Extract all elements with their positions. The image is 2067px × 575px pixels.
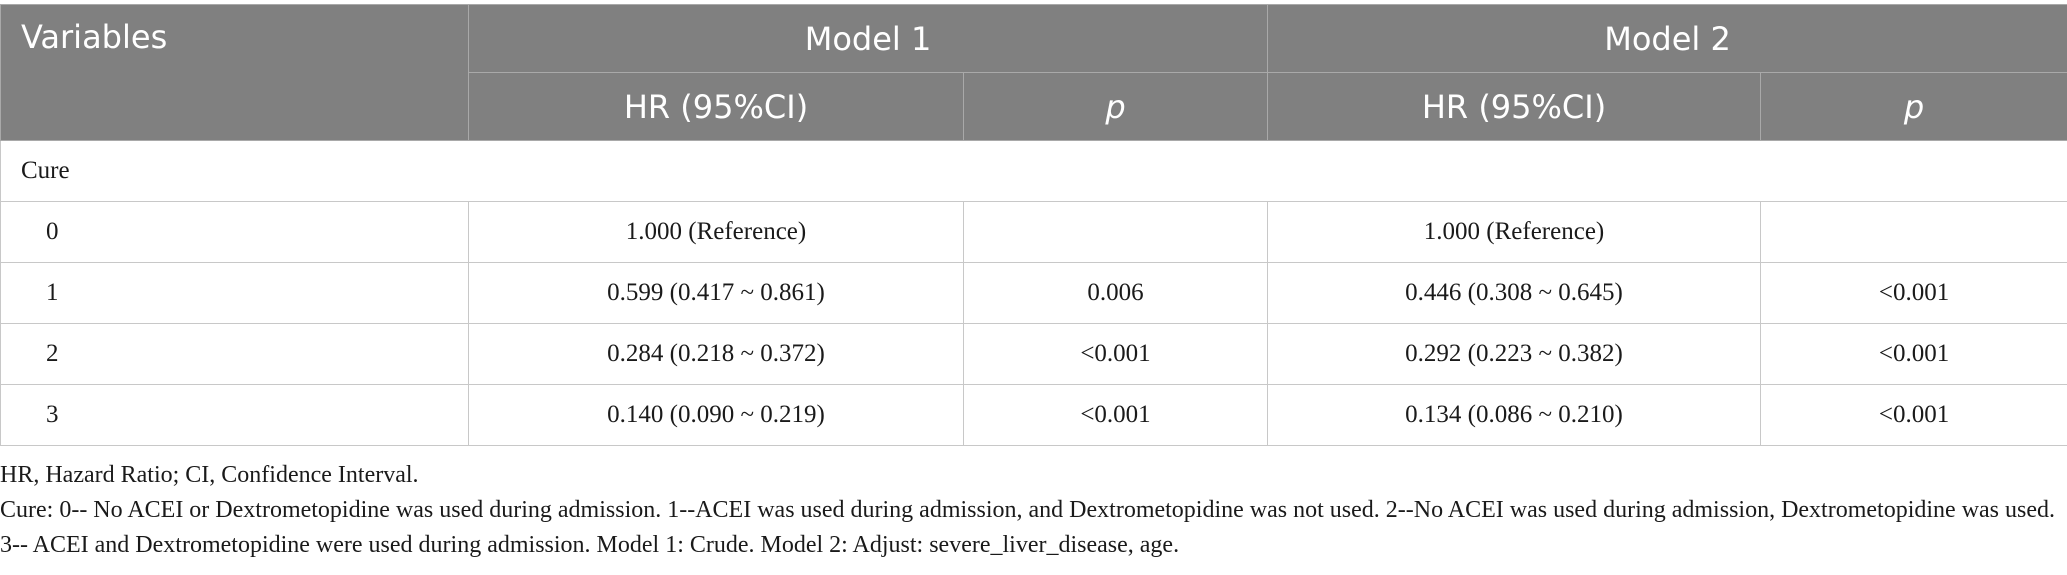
table-row: 3 0.140 (0.090 ~ 0.219) <0.001 0.134 (0.… [0, 384, 2067, 446]
row-label: 1 [0, 262, 469, 324]
model1-p-header: p [962, 72, 1269, 141]
model2-p-cell [1760, 201, 2067, 263]
row-label: 0 [0, 201, 469, 263]
model2-hr-cell: 0.446 (0.308 ~ 0.645) [1267, 262, 1762, 324]
model1-p-cell: <0.001 [962, 384, 1269, 446]
model1-hr-cell: 0.599 (0.417 ~ 0.861) [468, 262, 964, 324]
section-label-cure: Cure [0, 140, 2067, 202]
results-table-container: Variables Model 1 Model 2 HR (95%CI) p H… [0, 4, 2067, 446]
variables-header: Variables [0, 4, 469, 141]
table-header: Variables Model 1 Model 2 HR (95%CI) p H… [0, 4, 2067, 141]
table-row: 1 0.599 (0.417 ~ 0.861) 0.006 0.446 (0.3… [0, 262, 2067, 324]
model2-hr-header: HR (95%CI) [1267, 72, 1762, 141]
model2-p-header: p [1760, 72, 2067, 141]
table-row: 2 0.284 (0.218 ~ 0.372) <0.001 0.292 (0.… [0, 323, 2067, 385]
model1-header: Model 1 [467, 4, 1269, 73]
model2-p-cell: <0.001 [1760, 384, 2067, 446]
hazard-ratio-table: Variables Model 1 Model 2 HR (95%CI) p H… [0, 4, 2067, 446]
model1-p-cell: 0.006 [962, 262, 1269, 324]
abbreviation-note: HR, Hazard Ratio; CI, Confidence Interva… [0, 462, 419, 488]
row-label: 3 [0, 384, 469, 446]
model1-hr-cell: 1.000 (Reference) [468, 201, 964, 263]
row-label: 2 [0, 323, 469, 385]
table-row: 0 1.000 (Reference) 1.000 (Reference) [0, 201, 2067, 263]
model2-p-cell: <0.001 [1760, 262, 2067, 324]
model1-p-cell [962, 201, 1269, 263]
model1-hr-header: HR (95%CI) [468, 72, 964, 141]
table-footnotes: HR, Hazard Ratio; CI, Confidence Interva… [0, 458, 2060, 563]
model2-hr-cell: 0.292 (0.223 ~ 0.382) [1267, 323, 1762, 385]
model2-p-cell: <0.001 [1760, 323, 2067, 385]
model2-header: Model 2 [1267, 4, 2067, 73]
section-row: Cure [0, 140, 2067, 202]
model2-hr-cell: 0.134 (0.086 ~ 0.210) [1267, 384, 1762, 446]
model1-hr-cell: 0.140 (0.090 ~ 0.219) [468, 384, 964, 446]
model1-p-cell: <0.001 [962, 323, 1269, 385]
model1-hr-cell: 0.284 (0.218 ~ 0.372) [468, 323, 964, 385]
cure-definition-note: Cure: 0-- No ACEI or Dextrometopidine wa… [0, 497, 2056, 558]
table-body: Cure 0 1.000 (Reference) 1.000 (Referenc… [0, 140, 2067, 446]
model2-hr-cell: 1.000 (Reference) [1267, 201, 1762, 263]
